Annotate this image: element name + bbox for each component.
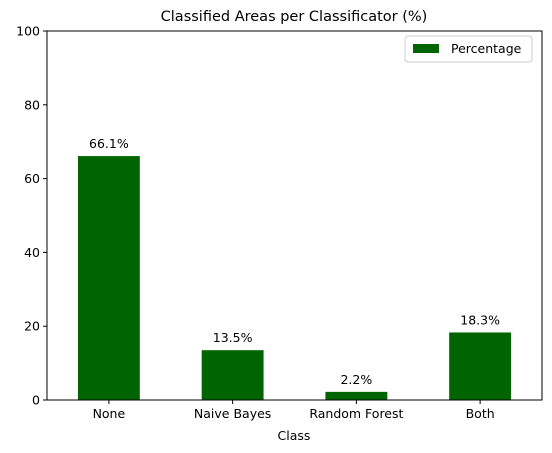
x-axis-label: Class — [278, 428, 311, 443]
y-tick-label: 40 — [24, 245, 40, 260]
bar-value-label: 2.2% — [340, 372, 372, 387]
plot-frame — [46, 30, 543, 401]
chart-title: Classified Areas per Classificator (%) — [161, 9, 428, 25]
bar-both — [449, 332, 512, 400]
bar-random-forest — [325, 391, 388, 400]
y-axis: 0 20 40 60 80 100 — [16, 24, 47, 408]
x-tick-label: None — [93, 406, 126, 421]
x-tick-label: Random Forest — [309, 406, 403, 421]
y-tick-label: 100 — [16, 24, 40, 39]
plot-area: 66.1% 13.5% 2.2% 18.3% — [77, 136, 512, 400]
y-tick-label: 0 — [32, 393, 40, 408]
y-tick-label: 60 — [24, 171, 40, 186]
x-tick-label: Naive Bayes — [194, 406, 271, 421]
y-tick-label: 20 — [24, 319, 40, 334]
bar-value-label: 13.5% — [213, 330, 253, 345]
legend-entry-label: Percentage — [451, 41, 522, 56]
legend-box — [404, 35, 533, 63]
legend-swatch — [413, 44, 439, 53]
y-tick-label: 80 — [24, 97, 40, 112]
bar-value-label: 18.3% — [460, 312, 500, 327]
x-axis: None Naive Bayes Random Forest Both — [93, 400, 495, 421]
bar-value-label: 66.1% — [89, 136, 129, 151]
bar-naive-bayes — [201, 350, 264, 400]
x-tick-label: Both — [466, 406, 495, 421]
bar-none — [77, 156, 140, 400]
legend: Percentage — [404, 35, 533, 63]
